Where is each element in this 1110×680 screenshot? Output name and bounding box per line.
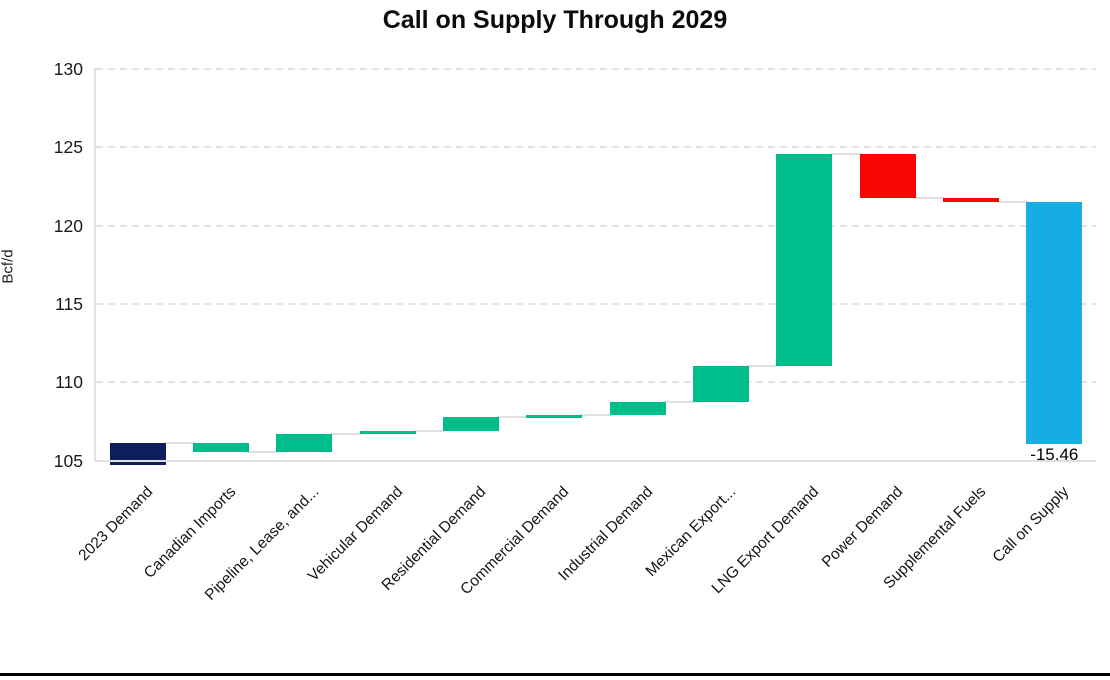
y-tick-label-125: 125 [53,137,83,158]
bottom-border-rule [0,673,1110,676]
connector-line-6 [580,414,612,417]
y-axis-label: Bcf/d [0,249,17,284]
y-tick-label-105: 105 [53,450,83,471]
waterfall-bar-lng-export-demand [776,154,833,367]
waterfall-bar-call-on-supply [1026,202,1083,445]
waterfall-bar-canadian-imports [193,442,249,452]
bar-annotation-call-on-supply: -15.46 [1030,444,1079,464]
connector-line-1 [163,441,195,444]
waterfall-bar-pipeline-lease-and [276,433,333,452]
gridline-115 [96,302,1096,305]
connector-line-8 [747,365,779,368]
waterfall-bar-2023-demand [109,442,166,466]
chart-title: Call on Supply Through 2029 [382,6,728,34]
x-tick-label-call-on-supply: Call on Supply [989,483,1073,566]
x-tick-label-2023-demand: 2023 Demand [75,483,157,565]
x-tick-label-industrial-demand: Industrial Demand [555,483,657,585]
y-tick-label-110: 110 [55,372,83,393]
waterfall-bar-vehicular-demand [359,431,416,434]
connector-line-3 [330,432,362,435]
waterfall-bar-supplemental-fuels [943,197,999,203]
connector-line-4 [413,430,445,433]
gridline-130 [96,68,1096,70]
y-axis-spine [94,68,96,462]
x-tick-label-canadian-imports: Canadian Imports [140,483,240,582]
gridline-120 [96,224,1096,227]
waterfall-bar-residential-demand [443,417,499,432]
x-tick-label-mexican-export: Mexican Export... [642,483,740,580]
waterfall-bar-mexican-export [693,366,749,403]
y-tick-label-115: 115 [55,293,83,314]
connector-line-10 [913,196,945,199]
x-axis-baseline [94,459,1096,462]
connector-line-9 [830,153,862,156]
y-tick-label-130: 130 [53,59,83,79]
waterfall-bar-industrial-demand [609,402,666,416]
gridline-125 [96,146,1096,149]
connector-line-7 [663,401,695,404]
x-tick-label-power-demand: Power Demand [818,483,907,571]
y-tick-label-120: 120 [53,215,83,236]
gridline-110 [96,381,1096,384]
connector-line-2 [247,450,279,453]
connector-line-11 [997,201,1029,204]
connector-line-5 [497,416,529,419]
waterfall-bar-power-demand [859,154,916,198]
waterfall-bar-commercial-demand [526,415,583,418]
